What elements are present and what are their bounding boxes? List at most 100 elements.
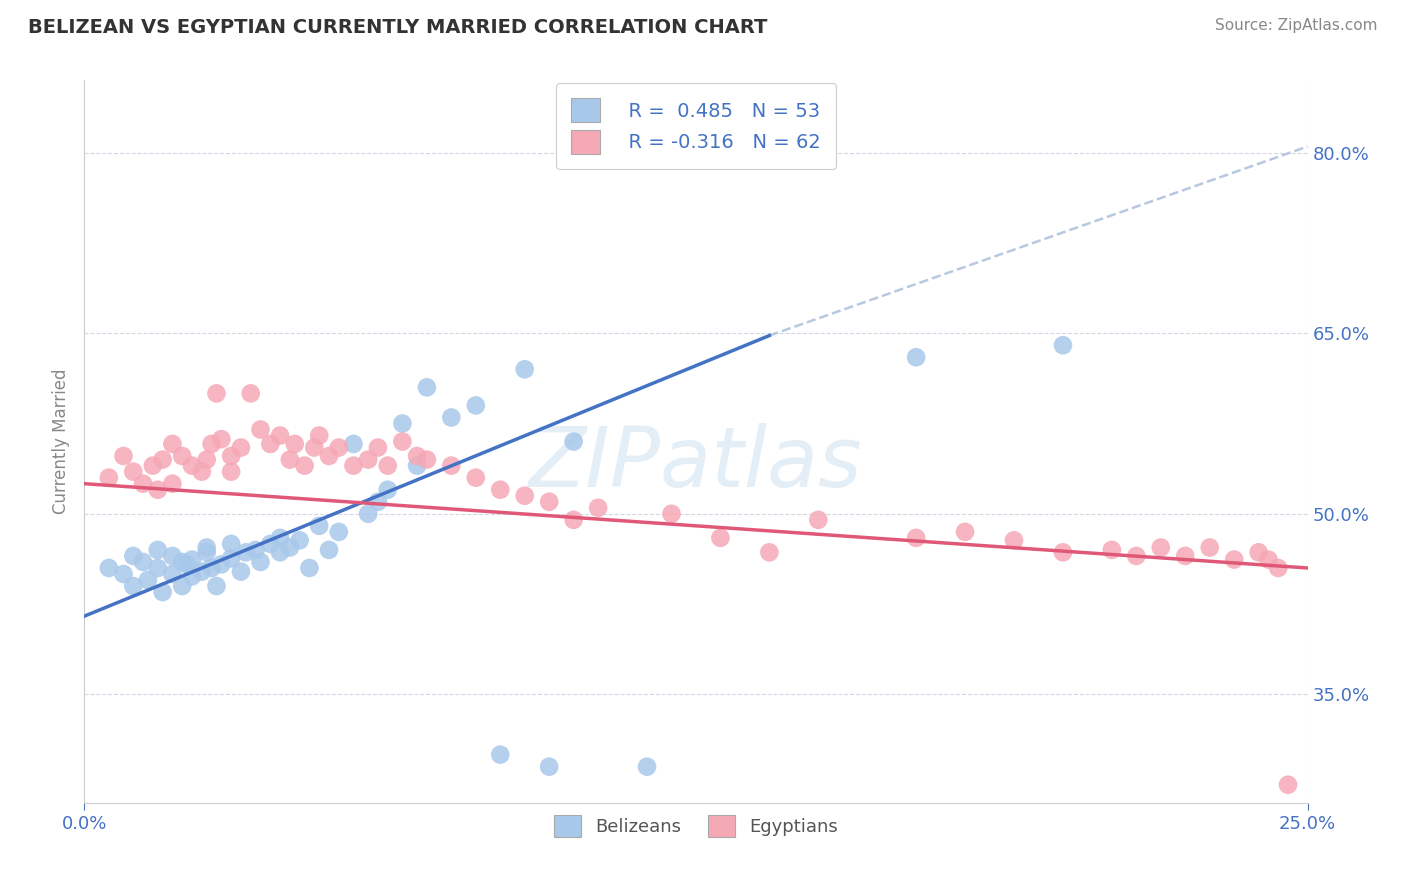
Point (162, 476, 184, 491)
Point (758, 545, 780, 559)
Point (538, 494, 561, 508)
Point (905, 531, 928, 545)
Point (489, 747, 512, 762)
Point (284, 437, 307, 451)
Point (249, 555, 271, 569)
Point (172, 449, 194, 463)
Point (146, 542, 169, 557)
Point (1052, 338, 1074, 352)
Point (562, 434, 585, 449)
Point (367, 441, 389, 455)
Point (136, 573, 159, 587)
Point (132, 476, 155, 491)
Point (181, 569, 204, 583)
Point (318, 449, 340, 463)
Point (406, 449, 429, 463)
Point (1277, 778, 1299, 792)
Point (219, 551, 242, 566)
Y-axis label: Currently Married: Currently Married (52, 368, 70, 515)
Point (1125, 549, 1147, 563)
Point (464, 398, 486, 412)
Point (513, 362, 536, 376)
Point (807, 513, 830, 527)
Point (1198, 541, 1220, 555)
Point (406, 458, 429, 473)
Point (122, 579, 145, 593)
Point (200, 561, 222, 575)
Point (288, 533, 311, 548)
Point (200, 437, 222, 451)
Point (181, 458, 204, 473)
Point (367, 494, 389, 508)
Point (1257, 552, 1279, 566)
Point (269, 545, 291, 559)
Point (538, 759, 561, 773)
Point (162, 549, 184, 563)
Point (1267, 561, 1289, 575)
Point (440, 458, 463, 473)
Point (229, 565, 252, 579)
Point (562, 513, 585, 527)
Point (195, 452, 218, 467)
Point (905, 350, 928, 364)
Point (112, 567, 135, 582)
Point (661, 507, 683, 521)
Point (122, 465, 145, 479)
Point (97, 470, 120, 484)
Point (205, 579, 228, 593)
Point (152, 585, 174, 599)
Point (377, 483, 399, 497)
Point (209, 432, 232, 446)
Point (416, 380, 439, 394)
Point (122, 549, 145, 563)
Point (278, 541, 301, 555)
Point (1002, 533, 1025, 548)
Point (191, 465, 214, 479)
Point (318, 542, 340, 557)
Point (146, 561, 169, 575)
Point (245, 542, 267, 557)
Point (377, 458, 399, 473)
Legend: Belizeans, Egyptians: Belizeans, Egyptians (547, 808, 845, 845)
Point (229, 441, 252, 455)
Point (172, 555, 194, 569)
Point (269, 428, 291, 442)
Point (1052, 545, 1074, 559)
Point (586, 500, 609, 515)
Point (205, 386, 228, 401)
Point (172, 579, 194, 593)
Point (709, 531, 731, 545)
Point (1223, 552, 1246, 566)
Point (513, 489, 536, 503)
Point (97, 561, 120, 575)
Text: ZIPatlas: ZIPatlas (529, 423, 863, 504)
Point (239, 386, 262, 401)
Point (308, 518, 330, 533)
Point (162, 567, 184, 582)
Point (195, 541, 218, 555)
Point (357, 507, 380, 521)
Point (181, 552, 204, 566)
Point (953, 524, 976, 539)
Point (142, 458, 165, 473)
Point (235, 545, 257, 559)
Point (278, 452, 301, 467)
Point (1174, 549, 1197, 563)
Point (152, 452, 174, 467)
Point (416, 452, 439, 467)
Point (132, 555, 155, 569)
Text: Source: ZipAtlas.com: Source: ZipAtlas.com (1215, 18, 1378, 33)
Point (176, 558, 198, 572)
Point (308, 428, 330, 442)
Point (219, 537, 242, 551)
Point (294, 458, 316, 473)
Point (298, 561, 321, 575)
Point (269, 531, 291, 545)
Point (464, 470, 486, 484)
Point (328, 441, 350, 455)
Point (209, 558, 232, 572)
Point (636, 759, 658, 773)
Point (259, 437, 281, 451)
Point (1150, 541, 1173, 555)
Point (342, 458, 364, 473)
